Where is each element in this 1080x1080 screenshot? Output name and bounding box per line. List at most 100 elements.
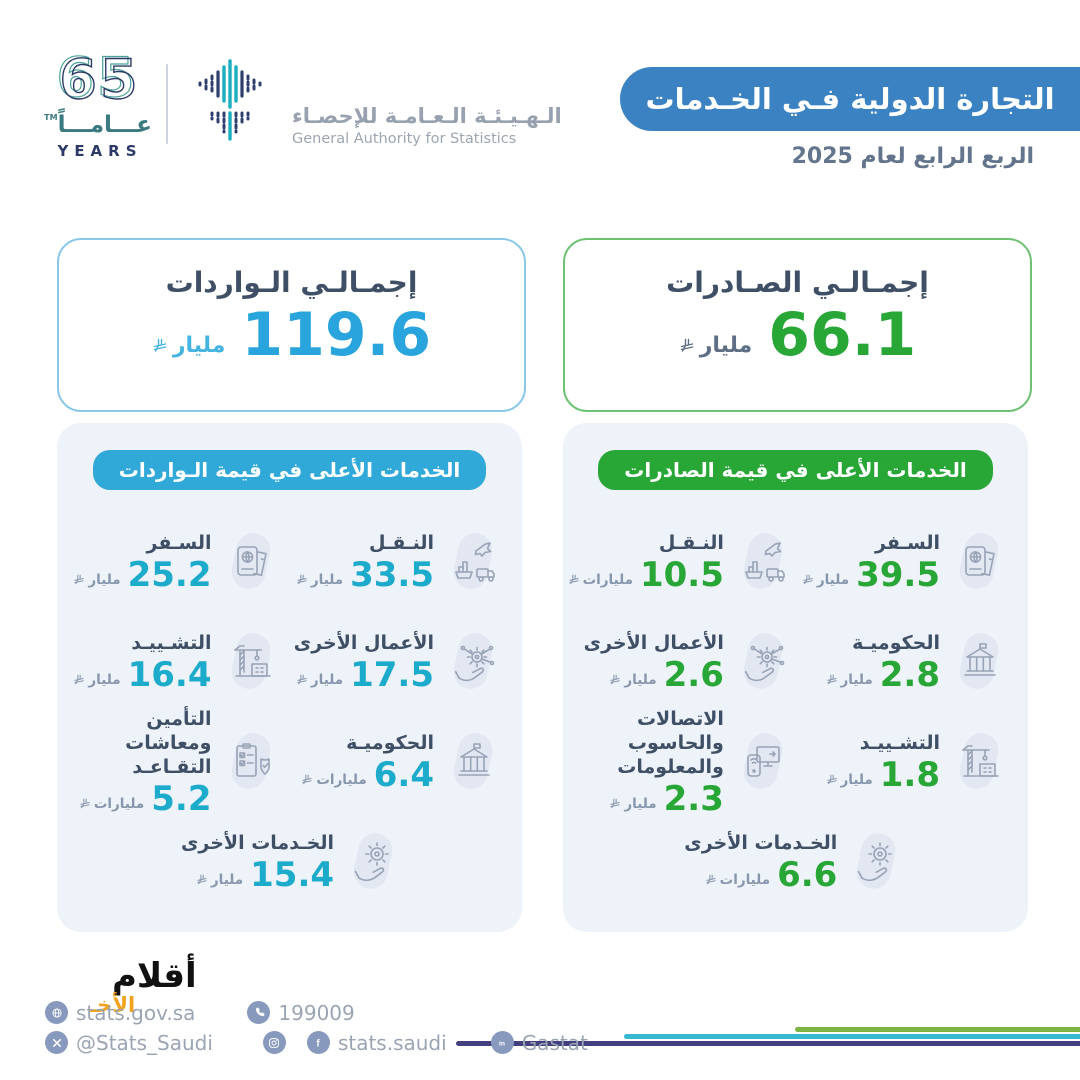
riyal-symbol-icon bbox=[802, 574, 814, 586]
service-value: 16.4 bbox=[127, 654, 212, 695]
service-item-transport: النـقـل 10.5 مليارات bbox=[568, 512, 802, 612]
riyal-symbol-icon bbox=[152, 338, 168, 354]
service-value: 17.5 bbox=[350, 654, 434, 695]
service-value: 2.3 bbox=[663, 778, 724, 819]
imports-panel-header: الخدمات الأعلى في قيمة الـواردات bbox=[92, 450, 487, 490]
riyal-symbol-icon bbox=[296, 674, 308, 686]
service-unit: مليار bbox=[196, 872, 243, 892]
service-item-other-services: الخـدمات الأخرى 15.4 مليار bbox=[67, 812, 512, 912]
service-item-government: الحكوميـة 6.4 مليارات bbox=[290, 712, 513, 812]
service-item-construction: التشـييـد 16.4 مليار bbox=[67, 612, 290, 712]
phone-icon bbox=[247, 1001, 271, 1024]
hand-gear-icon bbox=[346, 833, 398, 891]
decorative-line-cyan bbox=[624, 1034, 1080, 1039]
service-unit: مليارات bbox=[301, 772, 367, 792]
riyal-symbol-icon bbox=[79, 798, 91, 810]
service-unit: مليار bbox=[73, 572, 121, 592]
riyal-symbol-icon bbox=[73, 674, 85, 686]
riyal-symbol-icon bbox=[568, 574, 580, 586]
exports-total-unit: مليار bbox=[679, 333, 752, 365]
phone-text: 199009 bbox=[278, 1000, 355, 1025]
page-title: التجارة الدولية فـي الخـدمات bbox=[645, 82, 1055, 116]
watermark-text: أقلام bbox=[112, 956, 197, 996]
service-item-travel: السـفر 39.5 مليار bbox=[802, 512, 1018, 612]
service-value: 33.5 bbox=[350, 554, 434, 595]
service-label: الاتصالات والحاسوب والمعلومات bbox=[617, 708, 724, 778]
decorative-line-green bbox=[795, 1027, 1080, 1032]
imports-total-value: 119.6 bbox=[241, 300, 432, 370]
top-imports-panel: الخدمات الأعلى في قيمة الـواردات النـقـل… bbox=[57, 423, 522, 932]
service-label: السـفر bbox=[875, 532, 940, 555]
svg-text:f: f bbox=[317, 1038, 321, 1049]
website-text: stats.gov.sa bbox=[76, 1000, 196, 1025]
facebook-icon: f bbox=[306, 1031, 330, 1054]
linkedin-item: in Gastat bbox=[490, 1030, 588, 1055]
gear-network-hand-icon bbox=[446, 633, 498, 691]
service-unit: مليار bbox=[609, 672, 657, 692]
service-item-telecom: الاتصالات والحاسوب والمعلومات 2.3 مليار bbox=[568, 708, 802, 816]
service-value: 2.6 bbox=[663, 654, 724, 695]
service-item-transport: النـقـل 33.5 مليار bbox=[290, 512, 513, 612]
service-value: 6.4 bbox=[373, 754, 434, 795]
imports-card-title: إجمـالـي الـواردات bbox=[165, 266, 418, 299]
linkedin-icon: in bbox=[490, 1031, 514, 1054]
total-exports-card: إجمـالـي الصـادرات 66.1 مليار bbox=[563, 238, 1032, 412]
crane-icon bbox=[224, 633, 276, 691]
exports-card-value-row: 66.1 مليار bbox=[679, 305, 916, 365]
service-item-other-business: الأعمال الأخرى 17.5 مليار bbox=[290, 612, 513, 712]
service-item-construction: التشـييـد 1.8 مليار bbox=[802, 712, 1018, 812]
service-label: النـقـل bbox=[658, 532, 724, 555]
brand-divider bbox=[166, 64, 168, 144]
service-value: 1.8 bbox=[879, 754, 940, 795]
service-unit: مليار bbox=[296, 572, 343, 592]
service-label: السـفر bbox=[146, 532, 212, 555]
website-item: stats.gov.sa bbox=[45, 1001, 195, 1025]
crane-icon bbox=[952, 733, 1004, 791]
anniversary-english: YEARS bbox=[57, 142, 143, 160]
instagram-icon bbox=[262, 1031, 286, 1054]
service-label: التشـييـد bbox=[859, 732, 940, 755]
x-handle-text: @Stats_Saudi bbox=[76, 1030, 213, 1055]
linkedin-handle-text: Gastat bbox=[521, 1030, 588, 1055]
imports-total-unit: مليار bbox=[152, 333, 225, 365]
service-label: الحكوميـة bbox=[346, 732, 434, 755]
service-item-other-business: الأعمال الأخرى 2.6 مليار bbox=[568, 612, 802, 712]
x-item: @Stats_Saudi bbox=[45, 1031, 213, 1055]
page-subtitle: الربع الرابع لعام 2025 bbox=[791, 144, 1034, 169]
service-label: النـقـل bbox=[368, 532, 434, 555]
riyal-symbol-icon bbox=[609, 674, 621, 686]
riyal-symbol-icon bbox=[301, 774, 313, 786]
brand-block: 65 65 عـــامـــاًTM YEARS bbox=[44, 45, 562, 160]
service-value: 5.2 bbox=[151, 778, 212, 819]
service-label: التأمين ومعاشات التقـاعـد bbox=[125, 708, 212, 778]
service-unit: مليارات bbox=[705, 872, 770, 892]
service-label: الحكوميـة bbox=[852, 632, 940, 655]
service-label: الخـدمات الأخرى bbox=[684, 832, 838, 855]
service-unit: مليار bbox=[296, 672, 343, 692]
service-label: الأعمال الأخرى bbox=[583, 632, 724, 655]
globe-icon bbox=[45, 1001, 68, 1024]
service-item-travel: السـفر 25.2 مليار bbox=[67, 512, 290, 612]
imports-services-grid: النـقـل 33.5 مليار السـفر 25.2 مليار الأ… bbox=[57, 512, 522, 912]
government-building-icon bbox=[952, 633, 1004, 691]
service-value: 6.6 bbox=[777, 854, 838, 895]
service-label: الأعمال الأخرى bbox=[293, 632, 434, 655]
service-value: 15.4 bbox=[250, 854, 335, 895]
service-unit: مليار bbox=[826, 772, 873, 792]
service-item-insurance: التأمين ومعاشات التقـاعـد 5.2 مليارات bbox=[67, 708, 290, 816]
decorative-line-purple bbox=[456, 1041, 1080, 1046]
riyal-symbol-icon bbox=[73, 574, 85, 586]
anniversary-arabic: عـــامـــاًTM bbox=[44, 112, 152, 138]
social-handle-text: stats.saudi bbox=[337, 1030, 447, 1055]
riyal-symbol-icon bbox=[296, 574, 308, 586]
service-unit: مليار bbox=[826, 672, 873, 692]
authority-name-english: General Authority for Statistics bbox=[292, 131, 517, 147]
exports-card-title: إجمـالـي الصـادرات bbox=[666, 266, 929, 299]
service-unit: مليار bbox=[802, 572, 849, 592]
service-unit: مليار bbox=[609, 796, 657, 816]
anniversary-65-logo: 65 65 عـــامـــاًTM YEARS bbox=[44, 45, 152, 160]
riyal-symbol-icon bbox=[826, 674, 838, 686]
government-building-icon bbox=[446, 733, 498, 791]
riyal-symbol-icon bbox=[196, 874, 208, 886]
